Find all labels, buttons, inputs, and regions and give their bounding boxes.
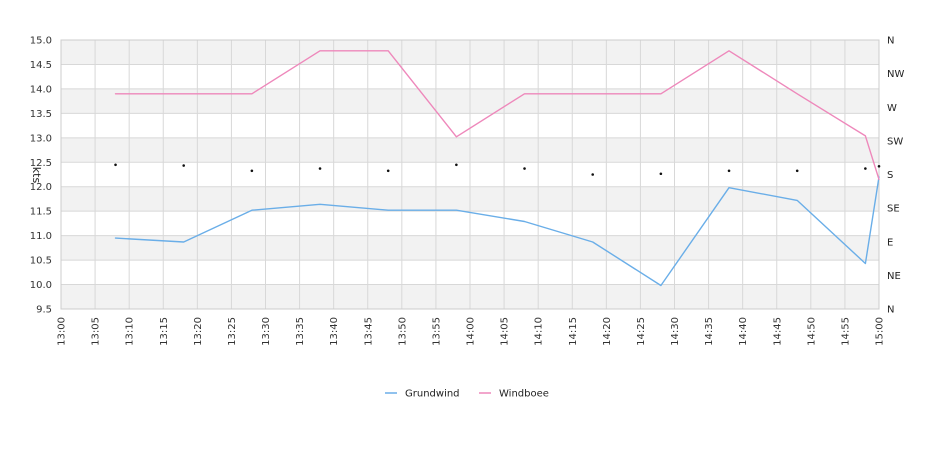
x-tick-label: 13:00	[57, 317, 68, 346]
x-tick-label: 14:25	[636, 317, 647, 346]
x-tick-label: 14:30	[670, 317, 681, 346]
y-tick-label: 9.5	[36, 305, 52, 316]
wind-direction-point	[864, 167, 867, 170]
wind-direction-point	[386, 169, 390, 173]
x-tick-label: 14:50	[806, 317, 817, 346]
direction-tick-label: W	[887, 103, 897, 114]
wind-direction-point	[455, 163, 458, 167]
x-tick-label: 14:00	[466, 317, 477, 346]
wind-direction-point	[877, 164, 881, 168]
x-tick-label: 13:15	[159, 317, 170, 346]
plot-border	[60, 39, 880, 310]
wind-direction-point	[659, 172, 663, 176]
y-tick-label: 14.0	[30, 84, 52, 95]
direction-tick-label: N	[887, 36, 894, 47]
y-axis-title: kts	[30, 167, 43, 184]
x-tick-label: 13:40	[329, 317, 340, 346]
wind-direction-point	[182, 164, 185, 167]
x-tick-label: 14:40	[738, 317, 749, 346]
y-tick-label: 11.0	[30, 231, 52, 242]
x-tick-label: 14:55	[840, 317, 851, 346]
wind-direction-point	[318, 167, 322, 170]
wind-direction-point	[727, 169, 731, 173]
x-tick-label: 14:45	[772, 317, 783, 346]
x-tick-label: 13:05	[91, 317, 102, 346]
x-tick-label: 14:10	[534, 317, 545, 346]
y-tick-label: 13.0	[30, 133, 52, 144]
direction-tick-label: NE	[887, 271, 901, 282]
x-tick-label: 13:20	[193, 317, 204, 346]
wind-direction-point	[250, 169, 254, 173]
wind-direction-point	[795, 169, 799, 173]
x-tick-label: 13:30	[261, 317, 272, 346]
direction-tick-label: SE	[887, 204, 900, 215]
x-tick-label: 13:45	[363, 317, 374, 346]
y-tick-label: 10.0	[30, 280, 52, 291]
series-line-windboee	[114, 50, 880, 181]
direction-tick-label: SW	[887, 136, 903, 147]
wind-direction-point	[591, 173, 594, 176]
x-tick-label: 13:55	[431, 317, 442, 346]
y-tick-label: 11.5	[30, 207, 52, 218]
x-tick-label: 13:50	[397, 317, 408, 346]
wind-direction-point	[523, 167, 526, 170]
y-tick-label: 13.5	[30, 109, 52, 120]
x-tick-label: 14:20	[602, 317, 613, 346]
x-tick-label: 13:35	[295, 317, 306, 346]
x-tick-label: 13:25	[227, 317, 238, 346]
y-tick-label: 15.0	[30, 36, 52, 47]
x-tick-label: 13:10	[125, 317, 136, 346]
y-tick-label: 12.5	[30, 158, 52, 169]
wind-direction-point	[114, 163, 117, 167]
y-tick-label: 10.5	[30, 256, 52, 267]
x-tick-label: 14:35	[704, 317, 715, 346]
series-line-grundwind	[114, 176, 880, 287]
legend-label-grundwind: Grundwind	[405, 389, 460, 400]
x-tick-label: 14:05	[500, 317, 511, 346]
legend-label-windboee: Windboee	[499, 389, 549, 400]
direction-tick-label: E	[887, 237, 893, 248]
y-tick-label: 14.5	[30, 60, 52, 71]
direction-tick-label: N	[887, 305, 894, 316]
y-tick-label: 12.0	[30, 182, 52, 193]
x-tick-label: 15:00	[875, 317, 886, 346]
direction-tick-label: NW	[887, 69, 904, 80]
direction-tick-label: S	[887, 170, 893, 181]
x-tick-label: 14:15	[568, 317, 579, 346]
